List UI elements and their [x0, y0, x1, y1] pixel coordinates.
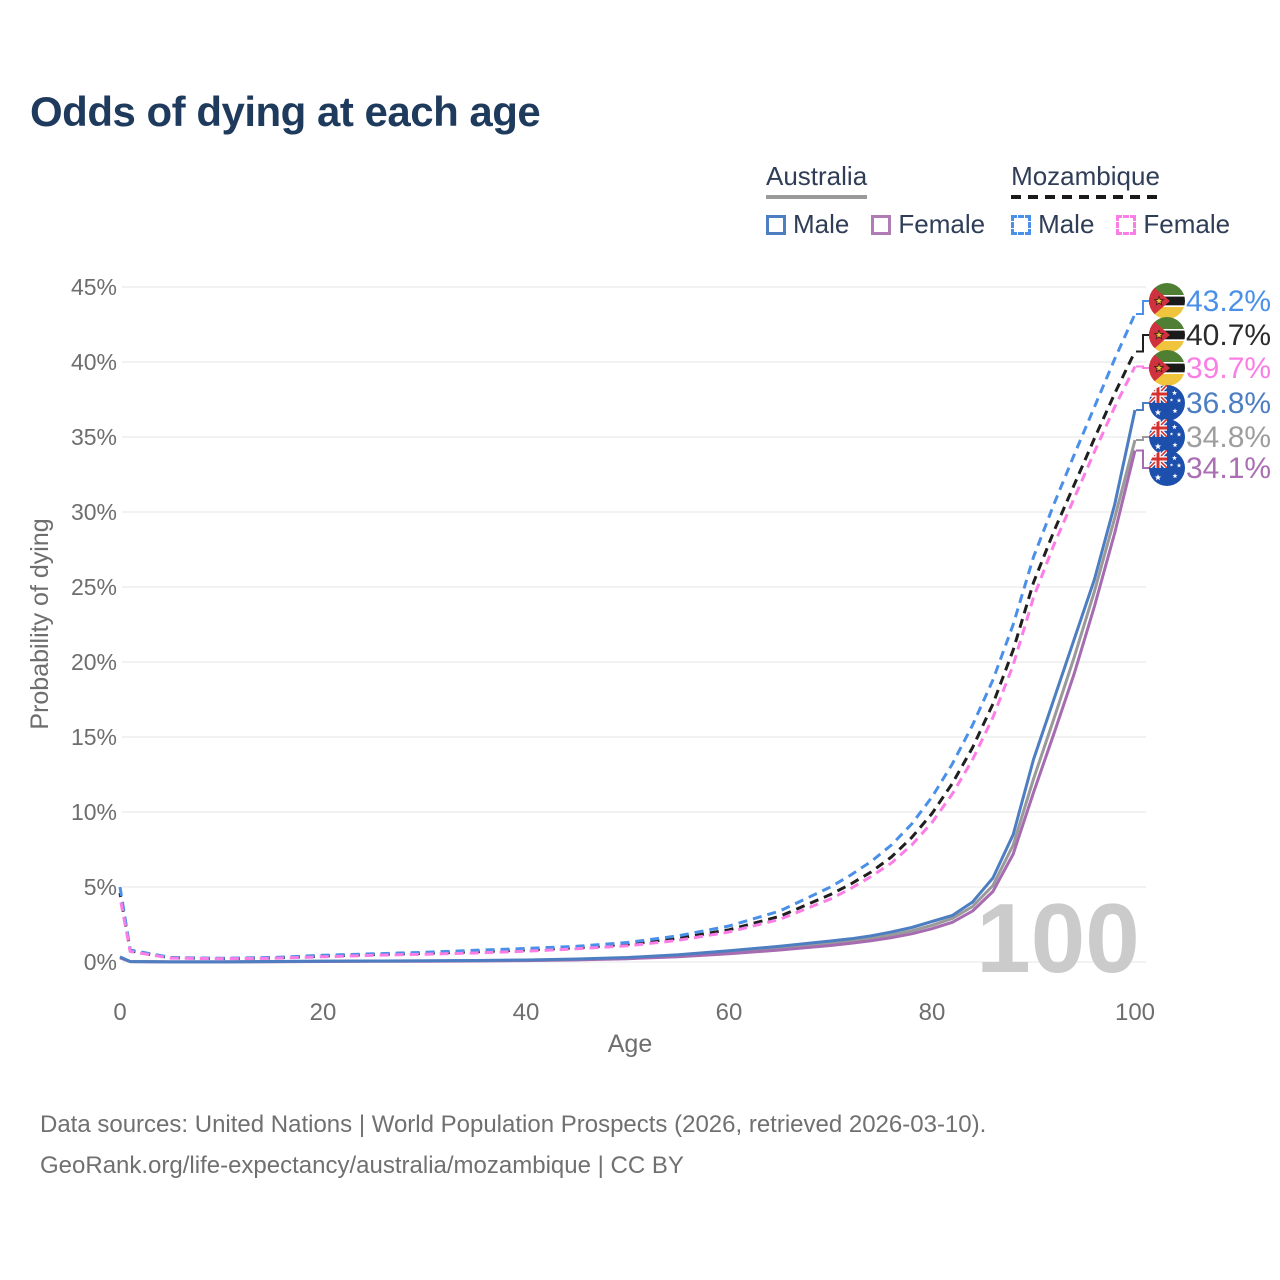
legend-swatch-mozambique-male [1011, 214, 1032, 235]
series-line-mozambique-both[interactable] [118, 350, 1137, 960]
end-label-australia-male[interactable]: 36.8% [1186, 387, 1271, 420]
end-marker-australia-both[interactable] [1149, 419, 1185, 455]
legend-item-mozambique-female[interactable]: Female [1116, 209, 1230, 240]
flag-icon-mozambique [1149, 317, 1185, 353]
star-shape [1154, 443, 1162, 450]
series-line-australia-female[interactable] [119, 450, 1137, 964]
x-tick-label: 20 [310, 999, 337, 1026]
star-shape [1171, 390, 1178, 396]
leader-line-australia-male [1136, 402, 1150, 411]
star-shape [1153, 362, 1165, 373]
x-tick-label: 80 [919, 999, 946, 1026]
footer: Data sources: United Nations | World Pop… [40, 1104, 986, 1186]
end-label-australia-female[interactable]: 34.1% [1186, 452, 1271, 485]
end-marker-mozambique-both[interactable] [1149, 317, 1185, 353]
series-line-mozambique-male[interactable] [118, 313, 1137, 960]
star-shape [1169, 432, 1174, 436]
flag-icon-mozambique [1149, 350, 1185, 386]
legend-header-australia-label: Australia [766, 161, 868, 191]
end-label-mozambique-female[interactable]: 39.7% [1186, 352, 1271, 385]
x-tick-label: 100 [1115, 999, 1155, 1026]
legend: Australia Male Female Mozambique Male [766, 161, 1230, 240]
legend-row-mozambique: Male Female [1011, 209, 1230, 240]
end-label-australia-both[interactable]: 34.8% [1186, 421, 1271, 454]
watermark: 100 [976, 883, 1140, 993]
legend-header-mozambique: Mozambique [1011, 161, 1160, 199]
end-label-mozambique-male[interactable]: 43.2% [1186, 285, 1271, 318]
x-tick-label: 40 [513, 999, 540, 1026]
leader-line-australia-female [1136, 449, 1150, 469]
y-tick-label: 10% [71, 799, 117, 825]
legend-group-mozambique: Mozambique Male Female [1011, 161, 1230, 240]
star-shape [1172, 408, 1178, 414]
leader-line-mozambique-both [1136, 334, 1150, 353]
end-marker-mozambique-female[interactable] [1149, 350, 1185, 386]
y-tick-label: 0% [84, 949, 117, 975]
legend-label-australia-female: Female [898, 209, 986, 239]
star-shape [1154, 474, 1162, 481]
flag-icon-mozambique [1149, 283, 1185, 319]
star-shape [1171, 455, 1178, 461]
end-marker-mozambique-male[interactable] [1149, 283, 1185, 319]
star-shape [1153, 329, 1165, 340]
y-tick-label: 5% [84, 874, 117, 900]
star-shape [1176, 463, 1182, 468]
y-tick-label: 45% [71, 274, 117, 300]
legend-label-mozambique-female: Female [1143, 209, 1231, 239]
leader-line-mozambique-female [1136, 365, 1150, 369]
y-tick-label: 15% [71, 724, 117, 750]
legend-header-australia: Australia [766, 161, 868, 199]
star-shape [1169, 398, 1174, 402]
leader-line-australia-both [1136, 436, 1150, 441]
star-shape [1169, 463, 1174, 467]
star-shape [1153, 295, 1165, 306]
flag-icon-australia [1149, 450, 1185, 486]
x-tick-label: 60 [716, 999, 743, 1026]
y-tick-label: 40% [71, 349, 117, 375]
footer-sources: Data sources: United Nations | World Pop… [40, 1111, 987, 1138]
star-shape [1154, 409, 1162, 416]
series-line-mozambique-female[interactable] [118, 365, 1137, 961]
footer-attribution: GeoRank.org/life-expectancy/australia/mo… [40, 1152, 684, 1179]
y-tick-label: 25% [71, 574, 117, 600]
star-shape [1172, 442, 1178, 448]
flag-icon-australia [1149, 385, 1185, 421]
star-shape [1176, 398, 1182, 403]
legend-underline-australia [766, 195, 868, 199]
star-shape [1172, 473, 1178, 479]
y-tick-label: 30% [71, 499, 117, 525]
x-tick-label: 0 [113, 999, 126, 1026]
y-tick-label: 20% [71, 649, 117, 675]
legend-underline-mozambique [1011, 195, 1160, 199]
legend-item-australia-male[interactable]: Male [766, 209, 849, 240]
y-tick-label: 35% [71, 424, 117, 450]
legend-item-mozambique-male[interactable]: Male [1011, 209, 1094, 240]
legend-item-australia-female[interactable]: Female [871, 209, 985, 240]
legend-swatch-australia-female [871, 214, 892, 235]
legend-header-mozambique-label: Mozambique [1011, 161, 1160, 191]
series-line-australia-male[interactable] [119, 409, 1137, 964]
legend-label-australia-male: Male [793, 209, 850, 239]
x-axis-label: Age [608, 1030, 652, 1058]
y-axis-label: Probability of dying [26, 518, 54, 729]
legend-swatch-mozambique-female [1116, 214, 1137, 235]
legend-group-australia: Australia Male Female [766, 161, 985, 240]
legend-label-mozambique-male: Male [1038, 209, 1095, 239]
star-shape [1176, 432, 1182, 437]
legend-row-australia: Male Female [766, 209, 985, 240]
end-marker-australia-male[interactable] [1149, 385, 1185, 421]
end-marker-australia-female[interactable] [1149, 450, 1185, 486]
end-label-mozambique-both[interactable]: 40.7% [1186, 319, 1271, 352]
legend-swatch-australia-male [766, 214, 786, 235]
flag-icon-australia [1149, 419, 1185, 455]
chart-title: Odds of dying at each age [30, 88, 541, 135]
leader-line-mozambique-male [1136, 300, 1150, 315]
star-shape [1171, 424, 1178, 430]
